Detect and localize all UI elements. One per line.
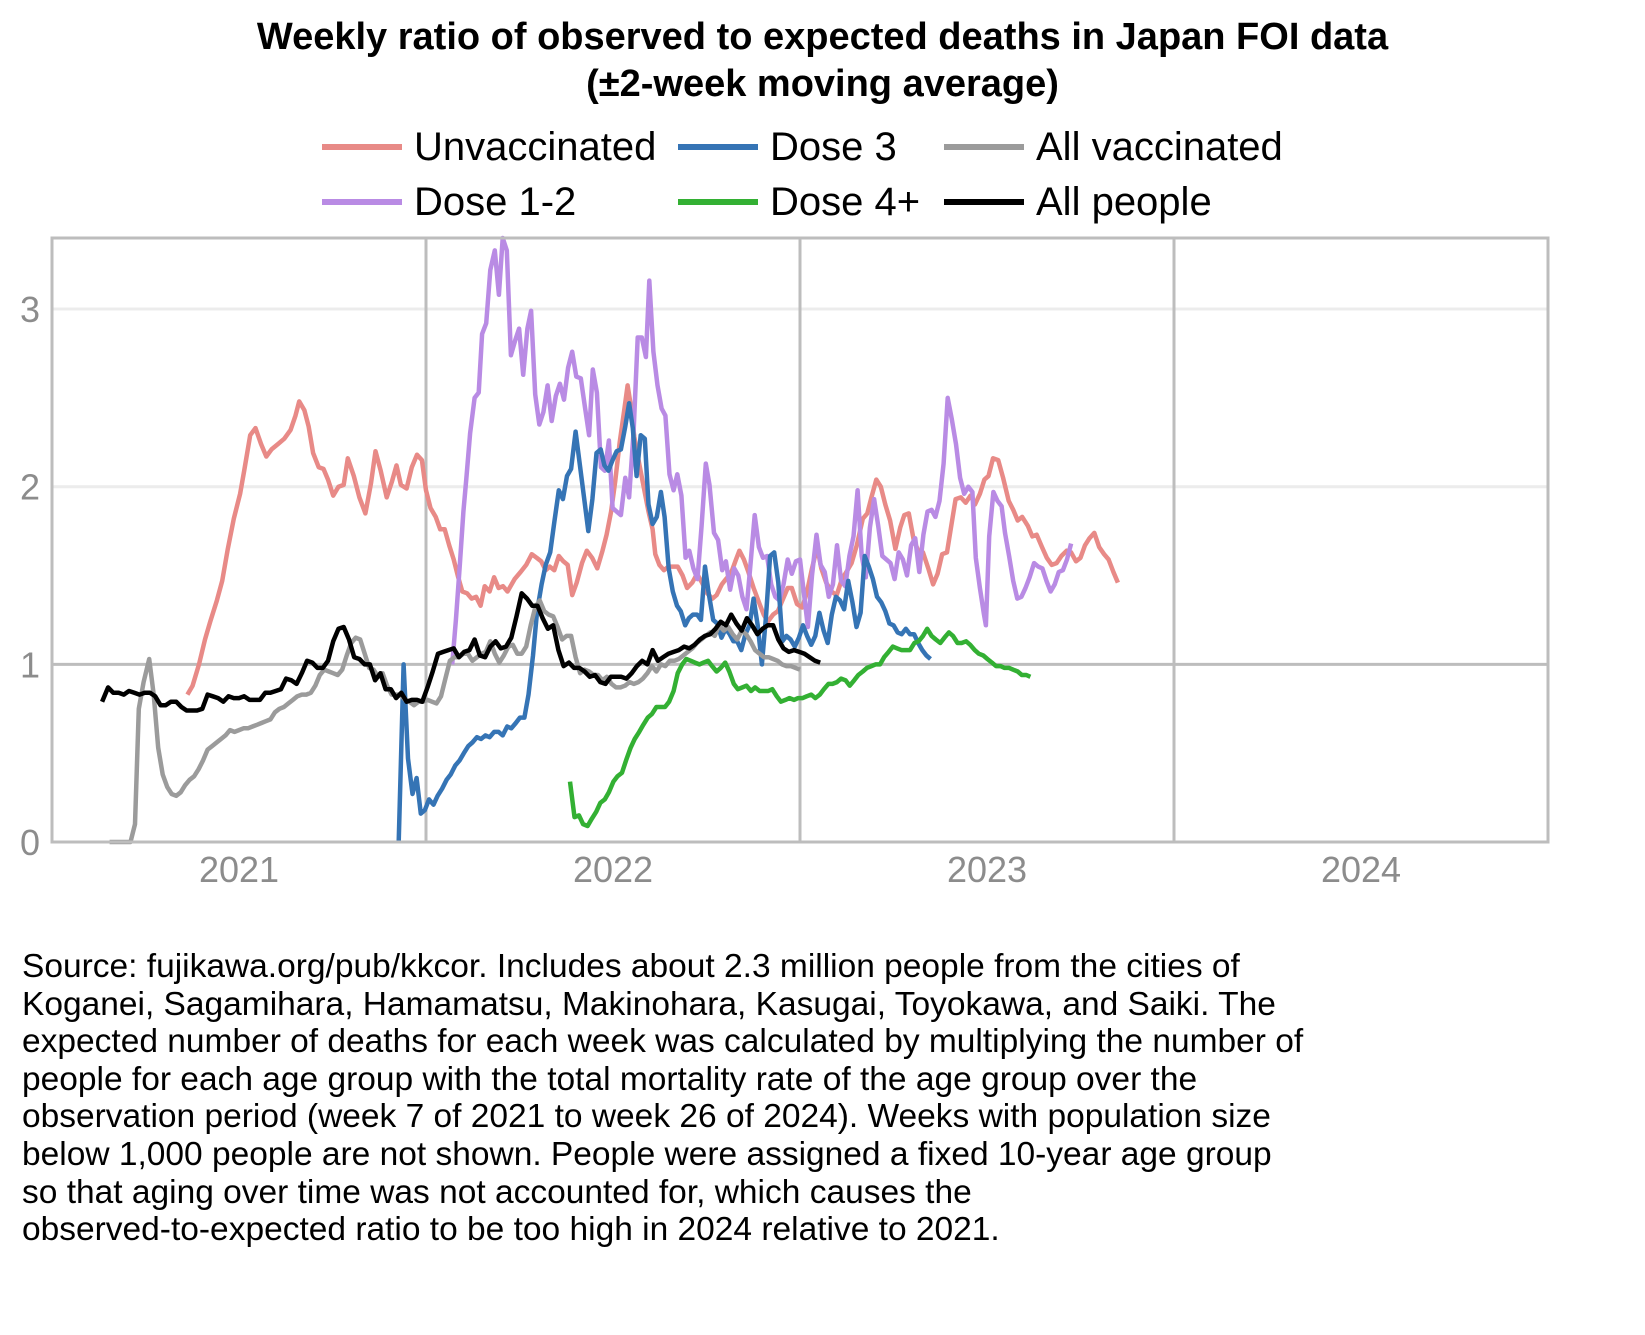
y-axis-ticks: 0 1 2 3 — [20, 289, 40, 863]
line-chart: 0 1 2 3 2021 2022 2023 2024 — [20, 235, 1550, 890]
chart-subtitle: (±2-week moving average) — [586, 63, 1059, 105]
legend-item-dose-1-2: Dose 1-2 — [322, 177, 576, 227]
legend-item-dose-4-plus: Dose 4+ — [678, 177, 920, 227]
legend-label: Unvaccinated — [414, 124, 657, 169]
legend: Unvaccinated Dose 3 All vaccinated Dose … — [322, 122, 1422, 232]
series-lines — [100, 235, 1120, 845]
x-axis-ticks: 2021 2022 2023 2024 — [199, 849, 1401, 890]
x-tick-label: 2024 — [1321, 849, 1401, 890]
legend-swatch — [678, 144, 758, 150]
legend-label: Dose 4+ — [770, 179, 921, 224]
legend-label: Dose 1-2 — [414, 179, 577, 224]
gridlines — [52, 238, 1548, 842]
y-tick-label: 1 — [20, 644, 40, 685]
plot-frame — [50, 236, 1550, 844]
x-tick-label: 2021 — [199, 849, 279, 890]
legend-swatch — [944, 199, 1024, 205]
series-line-all-people — [100, 591, 821, 713]
legend-label: All people — [1036, 179, 1212, 224]
legend-item-dose-3: Dose 3 — [678, 122, 897, 172]
series-line-unvaccinated — [185, 383, 1120, 696]
legend-label: All vaccinated — [1036, 124, 1283, 169]
legend-item-unvaccinated: Unvaccinated — [322, 122, 656, 172]
legend-item-all-people: All people — [944, 177, 1212, 227]
legend-label: Dose 3 — [770, 124, 897, 169]
legend-swatch — [322, 199, 402, 205]
y-tick-label: 0 — [20, 822, 40, 863]
x-tick-label: 2023 — [947, 849, 1027, 890]
chart-title: Weekly ratio of observed to expected dea… — [0, 14, 1645, 108]
y-tick-label: 2 — [20, 467, 40, 508]
x-tick-label: 2022 — [573, 849, 653, 890]
legend-item-all-vaccinated: All vaccinated — [944, 122, 1283, 172]
legend-swatch — [944, 144, 1024, 150]
series-line-dose-4 — [567, 626, 1032, 829]
series-line-dose-3 — [396, 400, 932, 843]
legend-swatch — [678, 199, 758, 205]
series-line-dose-1-2 — [449, 235, 1074, 665]
y-tick-label: 3 — [20, 289, 40, 330]
chart-title-line-1: Weekly ratio of observed to expected dea… — [256, 16, 1389, 58]
source-caption: Source: fujikawa.org/pub/kkcor. Includes… — [22, 948, 1304, 1249]
legend-swatch — [322, 144, 402, 150]
